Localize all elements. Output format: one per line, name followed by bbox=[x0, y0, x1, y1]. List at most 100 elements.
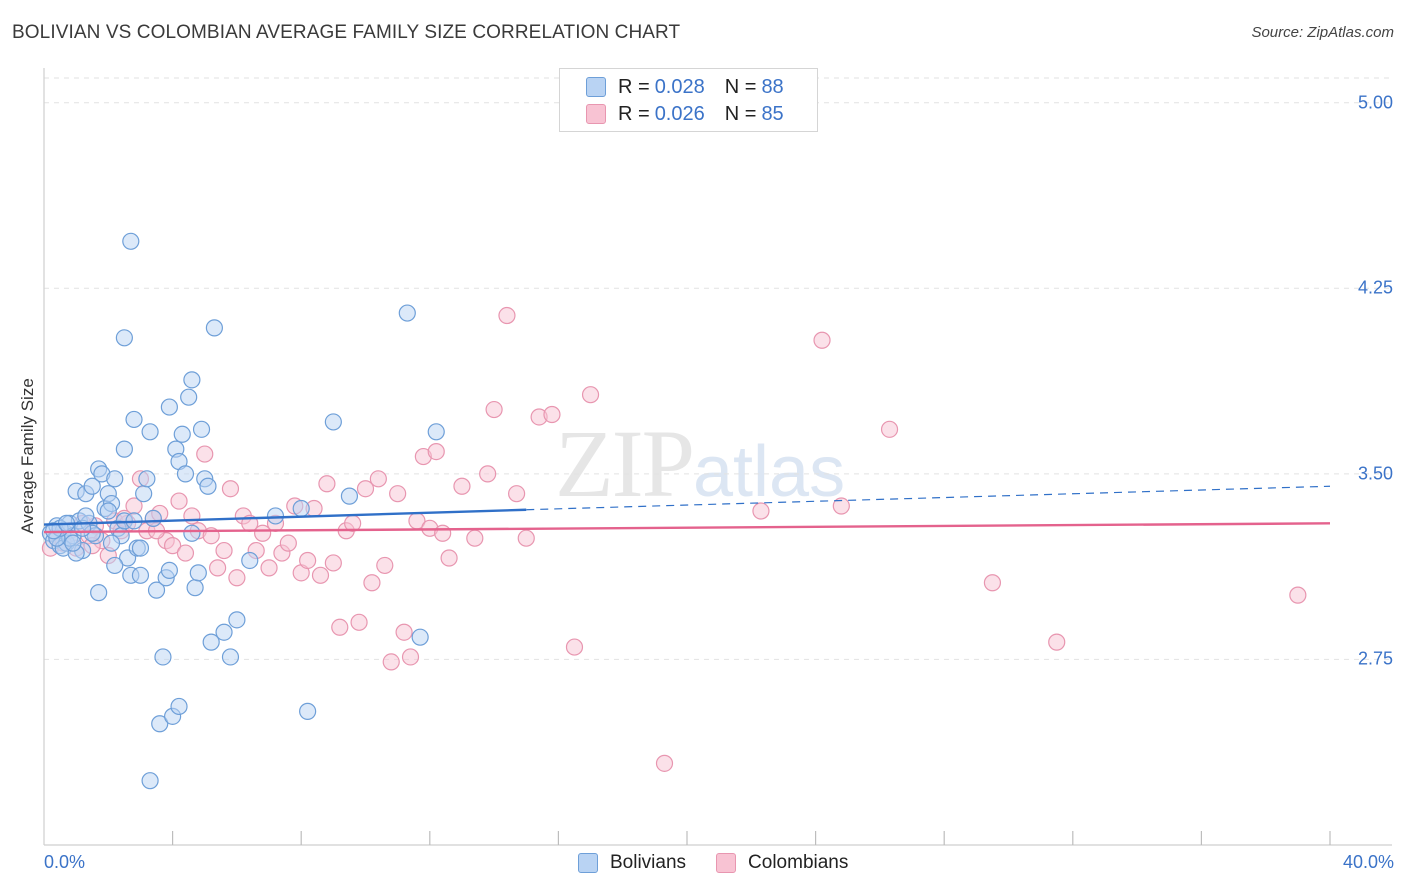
bolivians-swatch bbox=[586, 77, 606, 97]
bolivians-point bbox=[102, 534, 121, 552]
colombians-trend-line bbox=[43, 522, 1331, 534]
trend-lines bbox=[43, 485, 1331, 534]
watermark-zip: ZIP bbox=[555, 410, 695, 517]
colombians-point bbox=[565, 638, 584, 656]
bolivians-point bbox=[115, 329, 133, 347]
bolivians-point bbox=[90, 584, 108, 602]
n-value: 88 bbox=[761, 75, 784, 98]
bolivians-point bbox=[176, 465, 195, 483]
source-label: Source: ZipAtlas.com bbox=[1251, 24, 1394, 41]
colombians-point bbox=[395, 623, 413, 641]
bolivians-point bbox=[170, 697, 188, 716]
legend-item-bolivians[interactable]: Bolivians bbox=[578, 852, 686, 874]
bolivians-point bbox=[106, 470, 124, 488]
colombians-point bbox=[543, 405, 561, 424]
colombians-point bbox=[389, 485, 407, 503]
y-tick-label: 4.25 bbox=[1357, 277, 1393, 298]
y-axis-label: Average Family Size bbox=[18, 378, 37, 534]
bolivians-point bbox=[138, 470, 156, 488]
bolivians-point bbox=[340, 487, 359, 505]
colombians-swatch bbox=[586, 104, 606, 124]
bolivians-points bbox=[41, 232, 445, 790]
colombians-point bbox=[324, 554, 342, 572]
colombians-point bbox=[983, 574, 1002, 592]
y-tick-label: 5.00 bbox=[1357, 92, 1393, 113]
colombians-point bbox=[254, 524, 272, 542]
bolivians-point bbox=[324, 413, 342, 431]
y-tick-label: 3.50 bbox=[1357, 463, 1393, 484]
colombians-point bbox=[401, 648, 420, 666]
bolivians-point bbox=[180, 388, 198, 406]
colombians-point bbox=[427, 443, 445, 461]
n-label: N = bbox=[724, 75, 757, 98]
bolivians-point bbox=[99, 502, 117, 520]
stats-legend: R = 0.028 N = 88 R = 0.026 N = 85 bbox=[559, 68, 818, 132]
n-value: 85 bbox=[761, 102, 784, 125]
colombians-point bbox=[228, 569, 246, 587]
legend-row-bolivians: R = 0.028 N = 88 bbox=[586, 75, 784, 99]
bolivians-point bbox=[131, 566, 150, 584]
legend-label-colombians: Colombians bbox=[748, 852, 849, 873]
colombians-point bbox=[170, 492, 188, 510]
series-legend: Bolivians Colombians bbox=[578, 852, 878, 874]
colombians-point bbox=[376, 556, 394, 575]
bolivians-point bbox=[160, 561, 178, 579]
bolivians-point bbox=[83, 477, 101, 495]
n-label: N = bbox=[724, 102, 757, 125]
bolivians-point bbox=[299, 702, 317, 720]
bolivians-trend-line bbox=[43, 508, 527, 526]
colombians-point bbox=[299, 551, 317, 570]
bolivians-point bbox=[427, 423, 445, 441]
colombians-point bbox=[517, 529, 535, 547]
chart-title: BOLIVIAN VS COLOMBIAN AVERAGE FAMILY SIZ… bbox=[12, 22, 681, 43]
bolivians-point bbox=[131, 539, 150, 557]
bolivians-point bbox=[173, 425, 191, 443]
colombians-point bbox=[434, 524, 452, 542]
bolivians-point bbox=[241, 551, 259, 570]
colombians-point bbox=[318, 475, 336, 493]
colombians-point bbox=[164, 537, 182, 555]
colombians-point bbox=[832, 497, 850, 515]
r-value: 0.026 bbox=[654, 102, 705, 125]
bolivians-point bbox=[186, 579, 204, 597]
bolivians-point bbox=[151, 715, 169, 733]
colombians-point bbox=[369, 470, 387, 488]
bolivians-point bbox=[122, 232, 140, 250]
bolivians-point bbox=[398, 304, 416, 322]
axes bbox=[43, 68, 1392, 846]
colombians-point bbox=[813, 331, 831, 349]
colombians-point bbox=[453, 477, 471, 495]
colombians-point bbox=[440, 549, 458, 567]
bolivians-point bbox=[106, 556, 124, 575]
bolivians-point bbox=[154, 648, 172, 666]
x-tick-label-min: 0.0% bbox=[44, 852, 86, 872]
bolivians-point bbox=[199, 477, 217, 495]
colombians-point bbox=[183, 507, 201, 525]
r-value: 0.028 bbox=[654, 75, 705, 98]
bolivians-point bbox=[205, 319, 223, 337]
bolivians-point bbox=[183, 371, 201, 389]
bolivians-point bbox=[77, 507, 95, 525]
r-label: R = bbox=[618, 102, 650, 125]
bolivians-point bbox=[183, 524, 201, 542]
colombians-point bbox=[508, 485, 526, 503]
legend-item-colombians[interactable]: Colombians bbox=[716, 852, 848, 874]
r-label: R = bbox=[618, 75, 650, 98]
bolivians-point bbox=[221, 648, 240, 666]
bolivians-point bbox=[160, 398, 178, 416]
bolivians-point bbox=[266, 507, 285, 525]
bolivians-point bbox=[141, 772, 159, 790]
bolivians-point bbox=[411, 628, 429, 646]
colombians-point bbox=[221, 480, 240, 498]
colombians-point bbox=[215, 541, 233, 560]
colombians-point bbox=[196, 445, 214, 463]
colombians-point bbox=[655, 754, 674, 772]
colombians-points bbox=[41, 306, 1307, 772]
bolivians-trend-extension bbox=[526, 485, 1331, 511]
colombians-point bbox=[498, 306, 516, 325]
bolivians-point bbox=[228, 611, 246, 629]
legend-row-colombians: R = 0.026 N = 85 bbox=[586, 102, 784, 126]
colombians-point bbox=[880, 420, 899, 438]
bolivians-point bbox=[144, 509, 162, 528]
